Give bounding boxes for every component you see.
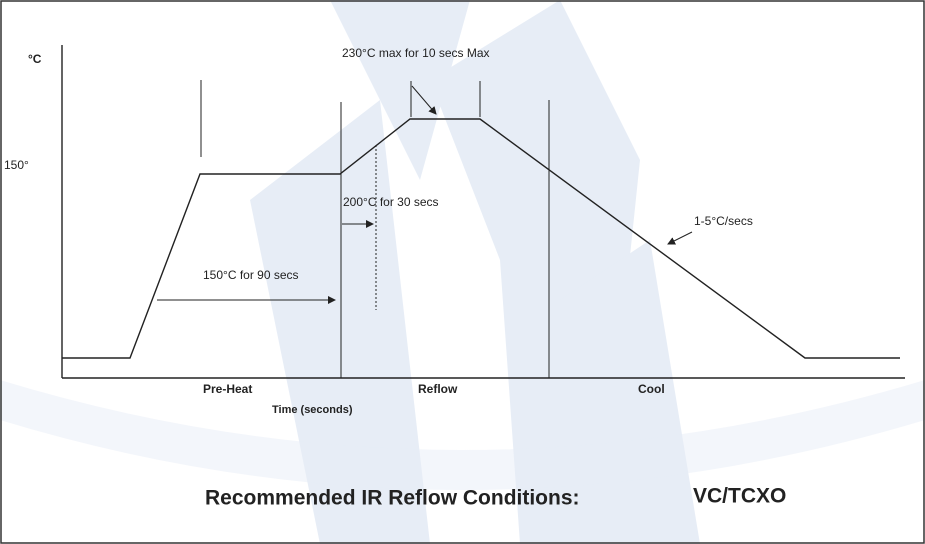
profile-curve xyxy=(62,118,900,359)
x-axis-label: Time (seconds) xyxy=(272,404,353,416)
annotation: 1-5°C/secs xyxy=(694,214,753,228)
phase-label: Reflow xyxy=(418,382,458,396)
y-mark: 150° xyxy=(4,158,29,172)
product: VC/TCXO xyxy=(693,485,786,508)
phase-dividers xyxy=(200,80,550,378)
arrows xyxy=(157,85,693,304)
title: Recommended IR Reflow Conditions: xyxy=(205,487,580,510)
phase-label: Cool xyxy=(638,382,665,396)
y-unit: °C xyxy=(28,52,42,66)
phase-label: Pre-Heat xyxy=(203,382,252,396)
annotation: 150°C for 90 secs xyxy=(203,268,299,282)
annotation: 230°C max for 10 secs Max xyxy=(342,46,490,60)
annotation: 200°C for 30 secs xyxy=(343,195,439,209)
